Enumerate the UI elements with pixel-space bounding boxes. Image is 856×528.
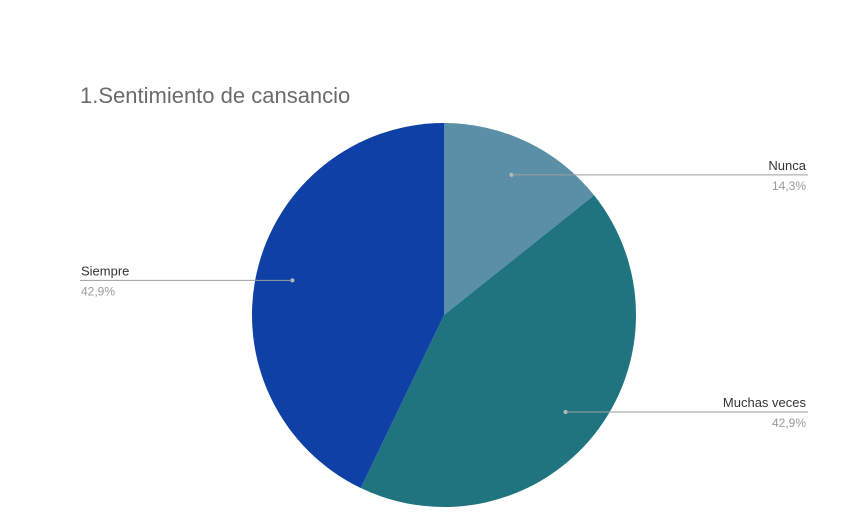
pie-slice-siempre: [251, 122, 444, 488]
pie-slices: [251, 122, 637, 508]
slice-value-label: 14,3%: [772, 179, 806, 193]
slice-label: Siempre: [81, 263, 129, 278]
slice-label: Muchas veces: [723, 395, 807, 410]
slice-value-label: 42,9%: [772, 416, 806, 430]
pie-slice-nunca: [444, 123, 595, 315]
slice-labels: Nunca 14,3% Muchas veces 42,9% Siempre 42,9%: [80, 158, 808, 430]
pie-slice-muchas-veces: [360, 195, 637, 508]
slice-value-label: 42,9%: [81, 284, 115, 298]
leader-dot: [509, 172, 514, 177]
slice-label: Nunca: [768, 158, 806, 173]
chart-title: 1.Sentimiento de cansancio: [80, 83, 350, 108]
